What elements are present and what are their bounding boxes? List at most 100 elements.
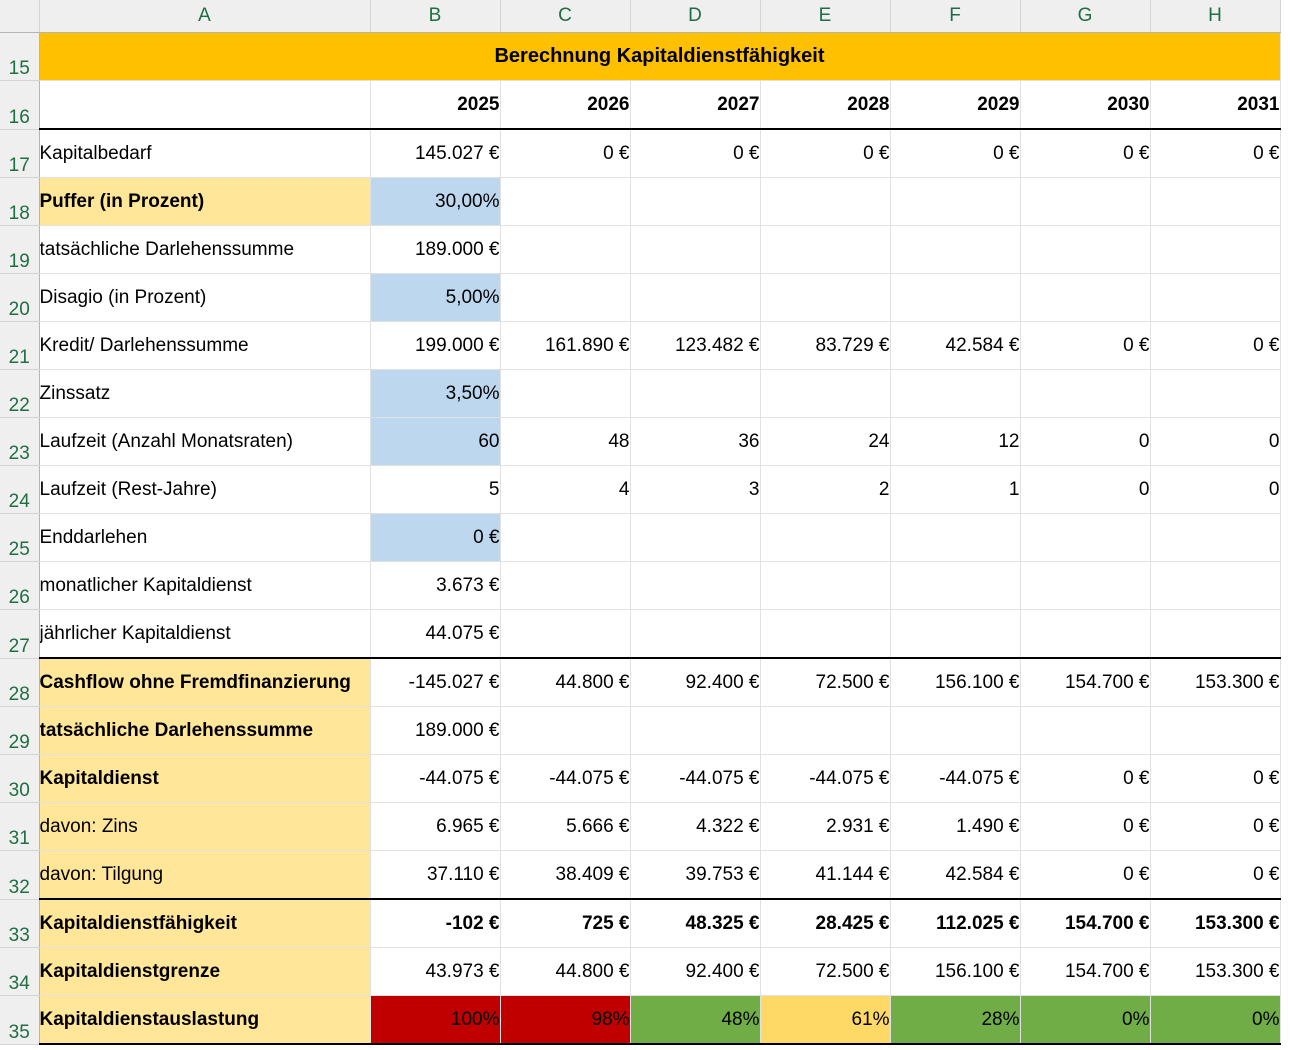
row-label-cell[interactable]: Enddarlehen (39, 513, 371, 562)
value-cell[interactable]: 0 € (1020, 754, 1151, 803)
value-cell[interactable] (890, 561, 1021, 610)
column-header-c[interactable]: C (500, 0, 631, 33)
value-cell[interactable] (1150, 177, 1281, 226)
value-cell[interactable] (1020, 273, 1151, 322)
value-cell[interactable]: 37.110 € (370, 850, 501, 900)
value-cell[interactable]: 0 € (1020, 802, 1151, 851)
year-header[interactable]: 2030 (1020, 80, 1151, 130)
value-cell[interactable] (500, 609, 631, 659)
value-cell[interactable] (500, 177, 631, 226)
row-label-cell[interactable]: Kapitalbedarf (39, 129, 371, 178)
value-cell[interactable]: 0 € (1020, 850, 1151, 900)
value-cell[interactable]: 4 (500, 465, 631, 514)
value-cell[interactable]: 28.425 € (760, 899, 891, 948)
value-cell[interactable] (1020, 609, 1151, 659)
value-cell[interactable]: 153.300 € (1150, 658, 1281, 707)
value-cell[interactable] (1020, 706, 1151, 755)
value-cell[interactable]: 154.700 € (1020, 658, 1151, 707)
value-cell[interactable]: -44.075 € (630, 754, 761, 803)
year-header[interactable]: 2026 (500, 80, 631, 130)
row-number-33[interactable]: 33 (0, 899, 40, 948)
column-header-h[interactable]: H (1150, 0, 1281, 33)
value-cell[interactable]: 43.973 € (370, 947, 501, 996)
year-header[interactable]: 2028 (760, 80, 891, 130)
value-cell[interactable]: 44.800 € (500, 947, 631, 996)
column-header-f[interactable]: F (890, 0, 1021, 33)
value-cell[interactable] (760, 369, 891, 418)
value-cell[interactable] (760, 513, 891, 562)
value-cell[interactable] (890, 706, 1021, 755)
value-cell[interactable]: 3.673 € (370, 561, 501, 610)
value-cell[interactable]: 42.584 € (890, 321, 1021, 370)
value-cell[interactable]: 153.300 € (1150, 899, 1281, 948)
row-number-17[interactable]: 17 (0, 129, 40, 178)
value-cell[interactable]: -44.075 € (500, 754, 631, 803)
value-cell[interactable]: 48% (630, 995, 761, 1045)
value-cell[interactable]: 156.100 € (890, 658, 1021, 707)
value-cell[interactable]: 0 € (630, 129, 761, 178)
value-cell[interactable] (630, 369, 761, 418)
value-cell[interactable] (630, 609, 761, 659)
row-number-22[interactable]: 22 (0, 369, 40, 418)
sheet-title[interactable]: Berechnung Kapitaldienstfähigkeit (39, 32, 1281, 81)
year-header[interactable]: 2031 (1150, 80, 1281, 130)
value-cell[interactable]: 154.700 € (1020, 947, 1151, 996)
value-cell[interactable]: 48.325 € (630, 899, 761, 948)
value-cell[interactable]: 0 € (890, 129, 1021, 178)
value-cell[interactable] (890, 609, 1021, 659)
value-cell[interactable]: 39.753 € (630, 850, 761, 900)
year-header-label-cell[interactable] (39, 80, 371, 130)
value-cell[interactable]: 0 € (1150, 802, 1281, 851)
column-header-d[interactable]: D (630, 0, 761, 33)
value-cell[interactable] (1150, 609, 1281, 659)
value-cell[interactable]: 36 (630, 417, 761, 466)
column-header-a[interactable]: A (39, 0, 371, 33)
value-cell[interactable] (890, 369, 1021, 418)
row-label-cell[interactable]: Disagio (in Prozent) (39, 273, 371, 322)
row-label-cell[interactable]: tatsächliche Darlehenssumme (39, 225, 371, 274)
value-cell[interactable]: 92.400 € (630, 947, 761, 996)
value-cell[interactable]: 0 € (1150, 850, 1281, 900)
row-label-cell[interactable]: Kredit/ Darlehenssumme (39, 321, 371, 370)
column-header-b[interactable]: B (370, 0, 501, 33)
row-number-27[interactable]: 27 (0, 609, 40, 659)
row-label-cell[interactable]: Kapitaldienstfähigkeit (39, 899, 371, 948)
value-cell[interactable] (890, 513, 1021, 562)
row-label-cell[interactable]: Kapitaldienst (39, 754, 371, 803)
value-cell[interactable] (1020, 177, 1151, 226)
row-number-26[interactable]: 26 (0, 561, 40, 610)
value-cell[interactable]: 0 € (760, 129, 891, 178)
row-number-16[interactable]: 16 (0, 80, 40, 130)
value-cell[interactable] (500, 369, 631, 418)
value-cell[interactable] (760, 609, 891, 659)
value-cell[interactable]: 83.729 € (760, 321, 891, 370)
value-cell[interactable]: -44.075 € (760, 754, 891, 803)
value-cell[interactable]: 38.409 € (500, 850, 631, 900)
row-label-cell[interactable]: Cashflow ohne Fremdfinanzierung (39, 658, 371, 707)
value-cell[interactable] (890, 225, 1021, 274)
value-cell[interactable]: 100% (370, 995, 501, 1045)
value-cell[interactable] (500, 561, 631, 610)
value-cell[interactable]: 28% (890, 995, 1021, 1045)
value-cell[interactable]: 4.322 € (630, 802, 761, 851)
value-cell[interactable] (1150, 369, 1281, 418)
value-cell[interactable]: 112.025 € (890, 899, 1021, 948)
value-cell[interactable] (1150, 706, 1281, 755)
value-cell[interactable]: 44.075 € (370, 609, 501, 659)
value-cell[interactable]: 98% (500, 995, 631, 1045)
value-cell[interactable]: 0 € (1150, 129, 1281, 178)
value-cell[interactable]: 61% (760, 995, 891, 1045)
column-header-e[interactable]: E (760, 0, 891, 33)
value-cell[interactable]: 123.482 € (630, 321, 761, 370)
value-cell[interactable]: 0 (1150, 417, 1281, 466)
row-number-19[interactable]: 19 (0, 225, 40, 274)
value-cell[interactable]: -145.027 € (370, 658, 501, 707)
row-label-cell[interactable]: Puffer (in Prozent) (39, 177, 371, 226)
value-cell[interactable]: -102 € (370, 899, 501, 948)
value-cell[interactable]: 725 € (500, 899, 631, 948)
year-header[interactable]: 2025 (370, 80, 501, 130)
value-cell[interactable] (1020, 369, 1151, 418)
value-cell[interactable] (630, 273, 761, 322)
value-cell[interactable]: 92.400 € (630, 658, 761, 707)
value-cell[interactable]: 5 (370, 465, 501, 514)
